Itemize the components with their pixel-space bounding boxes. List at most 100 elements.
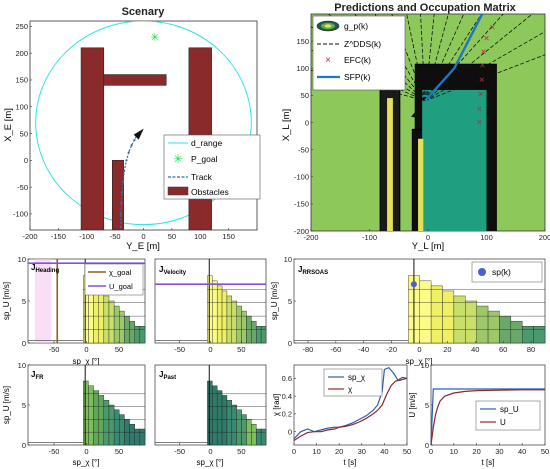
- j-rrsoas-xlabel: sp_χ [°]: [406, 357, 433, 366]
- y-tick-label: 150: [15, 76, 28, 85]
- track-point: [119, 226, 122, 229]
- cost-cell: [129, 424, 135, 446]
- y-tick-label: 0.4: [282, 392, 292, 401]
- x-tick-label: -100: [362, 233, 377, 242]
- x-tick-label: -80: [303, 345, 314, 354]
- y-tick-label: 10: [18, 255, 26, 264]
- x-tick-label: 50: [115, 447, 123, 456]
- series-line-0: [430, 388, 545, 446]
- predictions-title: Predictions and Occupation Matrix: [334, 2, 516, 14]
- legend-ugoal-label: U_goal: [109, 282, 133, 291]
- cost-cell: [465, 300, 477, 344]
- x-tick-label: -40: [358, 345, 369, 354]
- z-dds-line: [424, 54, 545, 102]
- cost-cell: [256, 326, 262, 344]
- legend-xgoal-label: χ_goal: [109, 268, 132, 277]
- z-dds-line: [424, 31, 545, 102]
- u-panel: 0 10 20 30 40 50 0 5 10 U [m/s] t [s] sp_U U: [408, 361, 549, 467]
- track-point: [133, 138, 136, 142]
- cost-cell: [93, 390, 99, 446]
- y-tick-label: 50: [20, 129, 28, 138]
- j-heading-legend: χ_goal U_goal: [84, 263, 144, 296]
- y-tick-label: 0: [425, 441, 429, 450]
- obstacle: [111, 160, 124, 230]
- y-tick-label: 5: [22, 297, 26, 306]
- x-tick-label: 30: [495, 447, 503, 456]
- cost-cell: [216, 390, 223, 446]
- track-point: [127, 151, 130, 154]
- x-tick-label: 0: [84, 345, 88, 354]
- series-line-1: [430, 389, 545, 446]
- x-tick-label: 30: [358, 447, 366, 456]
- x-tick-label: 60: [499, 345, 507, 354]
- x-tick-label: -200: [22, 232, 37, 241]
- efc-marker: ×: [481, 47, 487, 58]
- obstacle: [103, 74, 167, 86]
- y-tick-label: 10: [421, 361, 429, 370]
- cost-cell: [216, 285, 223, 344]
- u-legend-box: [475, 400, 541, 431]
- cost-cell: [221, 290, 228, 344]
- obstacle: [80, 47, 105, 230]
- legend-obstacles-swatch: [167, 186, 189, 196]
- sfp-line: [424, 14, 484, 102]
- cost-cell: [453, 295, 466, 344]
- legend-drange-label: d_range: [191, 138, 222, 148]
- cost-cell: [236, 409, 242, 446]
- chi-ylabel: χ [rad]: [272, 394, 281, 416]
- y-tick-label: 100: [296, 64, 309, 73]
- y-tick-label: 10: [284, 255, 292, 264]
- cost-cell: [260, 326, 267, 344]
- x-tick-label: 10: [312, 447, 320, 456]
- scenary-panel: Scenary ✳ -200 -150 -100 -50 0 50 100 150 -100 -50…: [3, 6, 261, 252]
- x-tick-label: -60: [330, 345, 341, 354]
- y-tick-label: 5: [425, 401, 429, 410]
- j-heading-pink-band: [35, 259, 51, 343]
- scenary-ylabel: X_E [m]: [3, 108, 14, 142]
- cost-cell: [108, 300, 115, 344]
- x-tick-label: 40: [518, 447, 526, 456]
- cost-cell: [256, 428, 262, 446]
- j-fr-label: JFR: [31, 370, 44, 381]
- teal-region: [422, 89, 487, 231]
- cost-cell: [83, 380, 89, 446]
- legend-gp-swatch-inner: [324, 24, 332, 28]
- legend-pgoal-label: P_goal: [191, 154, 218, 164]
- cost-cell: [119, 414, 125, 446]
- cost-cell: [134, 326, 141, 344]
- x-tick-label: -50: [174, 447, 185, 456]
- j-heading-xlabel: sp_χ [°]: [73, 357, 100, 366]
- x-tick-label: 0: [417, 345, 421, 354]
- legend-zdds-label: Z^DDS(k): [344, 39, 381, 49]
- efc-marker: ×: [489, 23, 495, 34]
- cost-cell: [251, 320, 257, 344]
- legend-sfp-label: SFP(k): [344, 72, 371, 82]
- cost-cell: [113, 409, 120, 446]
- x-tick-label: 0: [141, 232, 145, 241]
- y-tick-label: 50: [301, 91, 309, 100]
- y-tick-label: -50: [298, 145, 309, 154]
- cost-cell: [487, 310, 500, 344]
- j-rrsoas-legend: sp(k): [471, 261, 543, 283]
- legend-spchi-label: sp_χ: [348, 373, 366, 382]
- j-past-panel: -50 0 50 JPast sp_χ [°]: [154, 364, 267, 467]
- cost-cell: [241, 414, 247, 446]
- predictions-ylabel: X_L [m]: [281, 109, 292, 141]
- legend-track-label: Track: [191, 172, 213, 182]
- predictions-panel: Predictions and Occupation Matrix ××××××…: [281, 2, 550, 252]
- drange-circle: [35, 21, 252, 226]
- y-tick-label: 0: [288, 427, 292, 436]
- u-xlabel: t [s]: [482, 458, 495, 467]
- cost-cell: [207, 275, 213, 344]
- vessel-arrow: [133, 128, 144, 140]
- cost-cell: [103, 295, 110, 344]
- x-tick-label: 80: [527, 345, 535, 354]
- x-tick-label: -200: [303, 233, 318, 242]
- x-tick-label: 50: [115, 345, 123, 354]
- x-tick-label: 100: [194, 232, 207, 241]
- scenary-title: Scenary: [122, 6, 166, 18]
- x-tick-label: 0: [208, 345, 212, 354]
- z-dds-line: [424, 14, 449, 101]
- cost-cell: [108, 404, 115, 446]
